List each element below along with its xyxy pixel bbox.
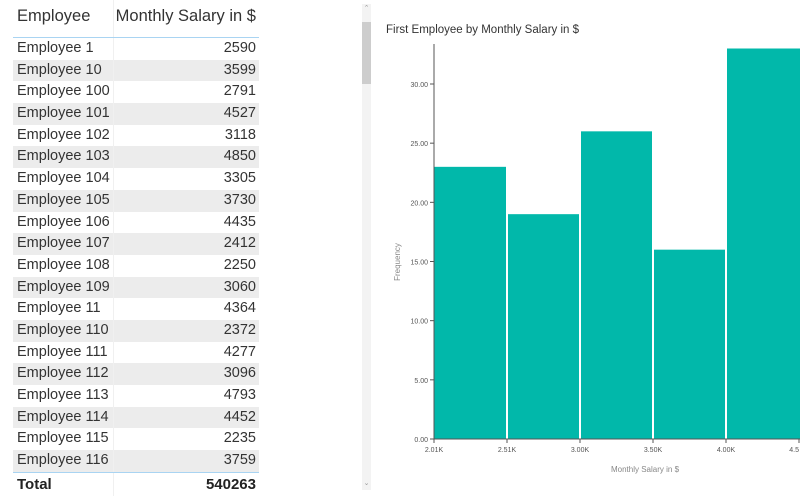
salary-cell: 3305 — [113, 168, 259, 190]
salary-cell: 2250 — [113, 254, 259, 277]
table-row[interactable]: Employee 101 4527 — [13, 103, 259, 125]
table-row[interactable]: Employee 116 3759 — [13, 450, 259, 472]
table-header: Employee Monthly Salary in $ — [13, 0, 259, 38]
table-row[interactable]: Employee 11 4364 — [13, 298, 259, 320]
x-tick-label: 2.01K — [425, 447, 444, 454]
chevron-down-icon[interactable]: ⌄ — [363, 480, 370, 487]
salary-cell: 4793 — [113, 385, 259, 407]
employee-cell: Employee 108 — [17, 256, 110, 273]
employee-cell: Employee 102 — [17, 126, 110, 143]
total-row: Total 540263 — [13, 471, 259, 496]
histogram-bar[interactable] — [581, 131, 652, 440]
chart-title: First Employee by Monthly Salary in $ — [386, 24, 580, 36]
salary-cell: 3759 — [113, 450, 259, 472]
salary-cell: 3096 — [113, 363, 259, 385]
salary-cell: 4435 — [113, 211, 259, 234]
x-tick-label: 2.51K — [498, 447, 517, 454]
salary-cell: 3730 — [113, 189, 259, 212]
table-row[interactable]: Employee 100 2791 — [13, 81, 259, 104]
salary-cell: 4452 — [113, 406, 259, 429]
salary-cell: 4364 — [113, 298, 259, 320]
employee-cell: Employee 112 — [17, 365, 109, 382]
histogram-bar[interactable] — [654, 249, 725, 439]
salary-cell: 2372 — [113, 319, 259, 342]
table-row[interactable]: Employee 102 3118 — [13, 124, 259, 147]
employee-cell: Employee 114 — [17, 408, 109, 425]
y-tick-label: 25.00 — [410, 141, 428, 148]
employee-cell: Employee 105 — [17, 191, 110, 208]
salary-cell: 2235 — [113, 428, 259, 451]
chevron-up-icon[interactable]: ⌃ — [363, 5, 370, 12]
employee-cell: Employee 103 — [17, 148, 110, 165]
table-row[interactable]: Employee 103 4850 — [13, 146, 259, 169]
table-row[interactable]: Employee 104 3305 — [13, 168, 259, 190]
table-body: Employee 1 2590 Employee 10 3599 Employee 10… — [13, 38, 259, 472]
employee-cell: Employee 110 — [17, 321, 109, 338]
salary-cell: 3060 — [113, 276, 259, 299]
x-tick-label: 4.5 — [789, 447, 799, 454]
table-row[interactable]: Employee 115 2235 — [13, 428, 259, 451]
table-row[interactable]: Employee 112 3096 — [13, 363, 259, 385]
y-tick-label: 20.00 — [410, 200, 428, 207]
histogram-bar[interactable] — [727, 48, 800, 440]
y-axis-label: Frequency — [393, 243, 402, 281]
salary-cell: 2590 — [113, 38, 259, 60]
employee-cell: Employee 10 — [17, 61, 102, 78]
x-axis-label: Monthly Salary in $ — [611, 465, 680, 474]
total-value: 540263 — [113, 472, 259, 496]
table-row[interactable]: Employee 1 2590 — [13, 38, 259, 60]
column-header-salary[interactable]: Monthly Salary in $ — [113, 0, 259, 37]
salary-cell: 4850 — [113, 146, 259, 169]
salary-table: Employee Monthly Salary in $ Employee 1 2… — [13, 0, 259, 496]
salary-cell: 2412 — [113, 233, 259, 255]
table-row[interactable]: Employee 107 2412 — [13, 233, 259, 255]
employee-cell: Employee 111 — [17, 343, 108, 360]
salary-cell: 4277 — [113, 341, 259, 364]
employee-cell: Employee 104 — [17, 170, 110, 187]
table-row[interactable]: Employee 110 2372 — [13, 319, 259, 342]
employee-cell: Employee 116 — [17, 452, 109, 469]
table-row[interactable]: Employee 114 4452 — [13, 406, 259, 429]
y-tick-label: 10.00 — [410, 319, 428, 326]
histogram-bar[interactable] — [434, 166, 506, 440]
total-label: Total — [17, 475, 52, 493]
salary-cell: 3599 — [113, 59, 259, 82]
employee-cell: Employee 1 — [17, 40, 94, 56]
y-tick-label: 5.00 — [414, 378, 428, 385]
table-row[interactable]: Employee 111 4277 — [13, 341, 259, 364]
column-header-employee[interactable]: Employee — [17, 7, 91, 25]
employee-cell: Employee 11 — [17, 300, 101, 317]
employee-cell: Employee 106 — [17, 213, 110, 230]
y-tick-label: 0.00 — [414, 437, 428, 444]
table-row[interactable]: Employee 106 4435 — [13, 211, 259, 234]
employee-cell: Employee 109 — [17, 278, 110, 295]
table-row[interactable]: Employee 105 3730 — [13, 189, 259, 212]
y-tick-label: 15.00 — [410, 260, 428, 267]
table-row[interactable]: Employee 108 2250 — [13, 254, 259, 277]
x-tick-label: 3.00K — [571, 447, 590, 454]
table-scrollbar[interactable]: ⌃ ⌄ — [362, 4, 371, 490]
table-row[interactable]: Employee 113 4793 — [13, 385, 259, 407]
salary-cell: 2791 — [113, 81, 259, 104]
histogram-bar[interactable] — [508, 214, 579, 439]
table-row[interactable]: Employee 10 3599 — [13, 59, 259, 82]
employee-cell: Employee 107 — [17, 235, 110, 252]
salary-cell: 3118 — [113, 124, 259, 147]
employee-cell: Employee 101 — [17, 105, 110, 122]
salary-cell: 4527 — [113, 103, 259, 125]
x-tick-label: 3.50K — [644, 447, 663, 454]
scrollbar-thumb[interactable] — [362, 22, 371, 84]
table-row[interactable]: Employee 109 3060 — [13, 276, 259, 299]
employee-cell: Employee 100 — [17, 83, 110, 100]
employee-cell: Employee 113 — [17, 387, 109, 403]
employee-cell: Employee 115 — [17, 430, 109, 447]
x-tick-label: 4.00K — [717, 447, 736, 454]
y-tick-label: 30.00 — [410, 82, 428, 89]
